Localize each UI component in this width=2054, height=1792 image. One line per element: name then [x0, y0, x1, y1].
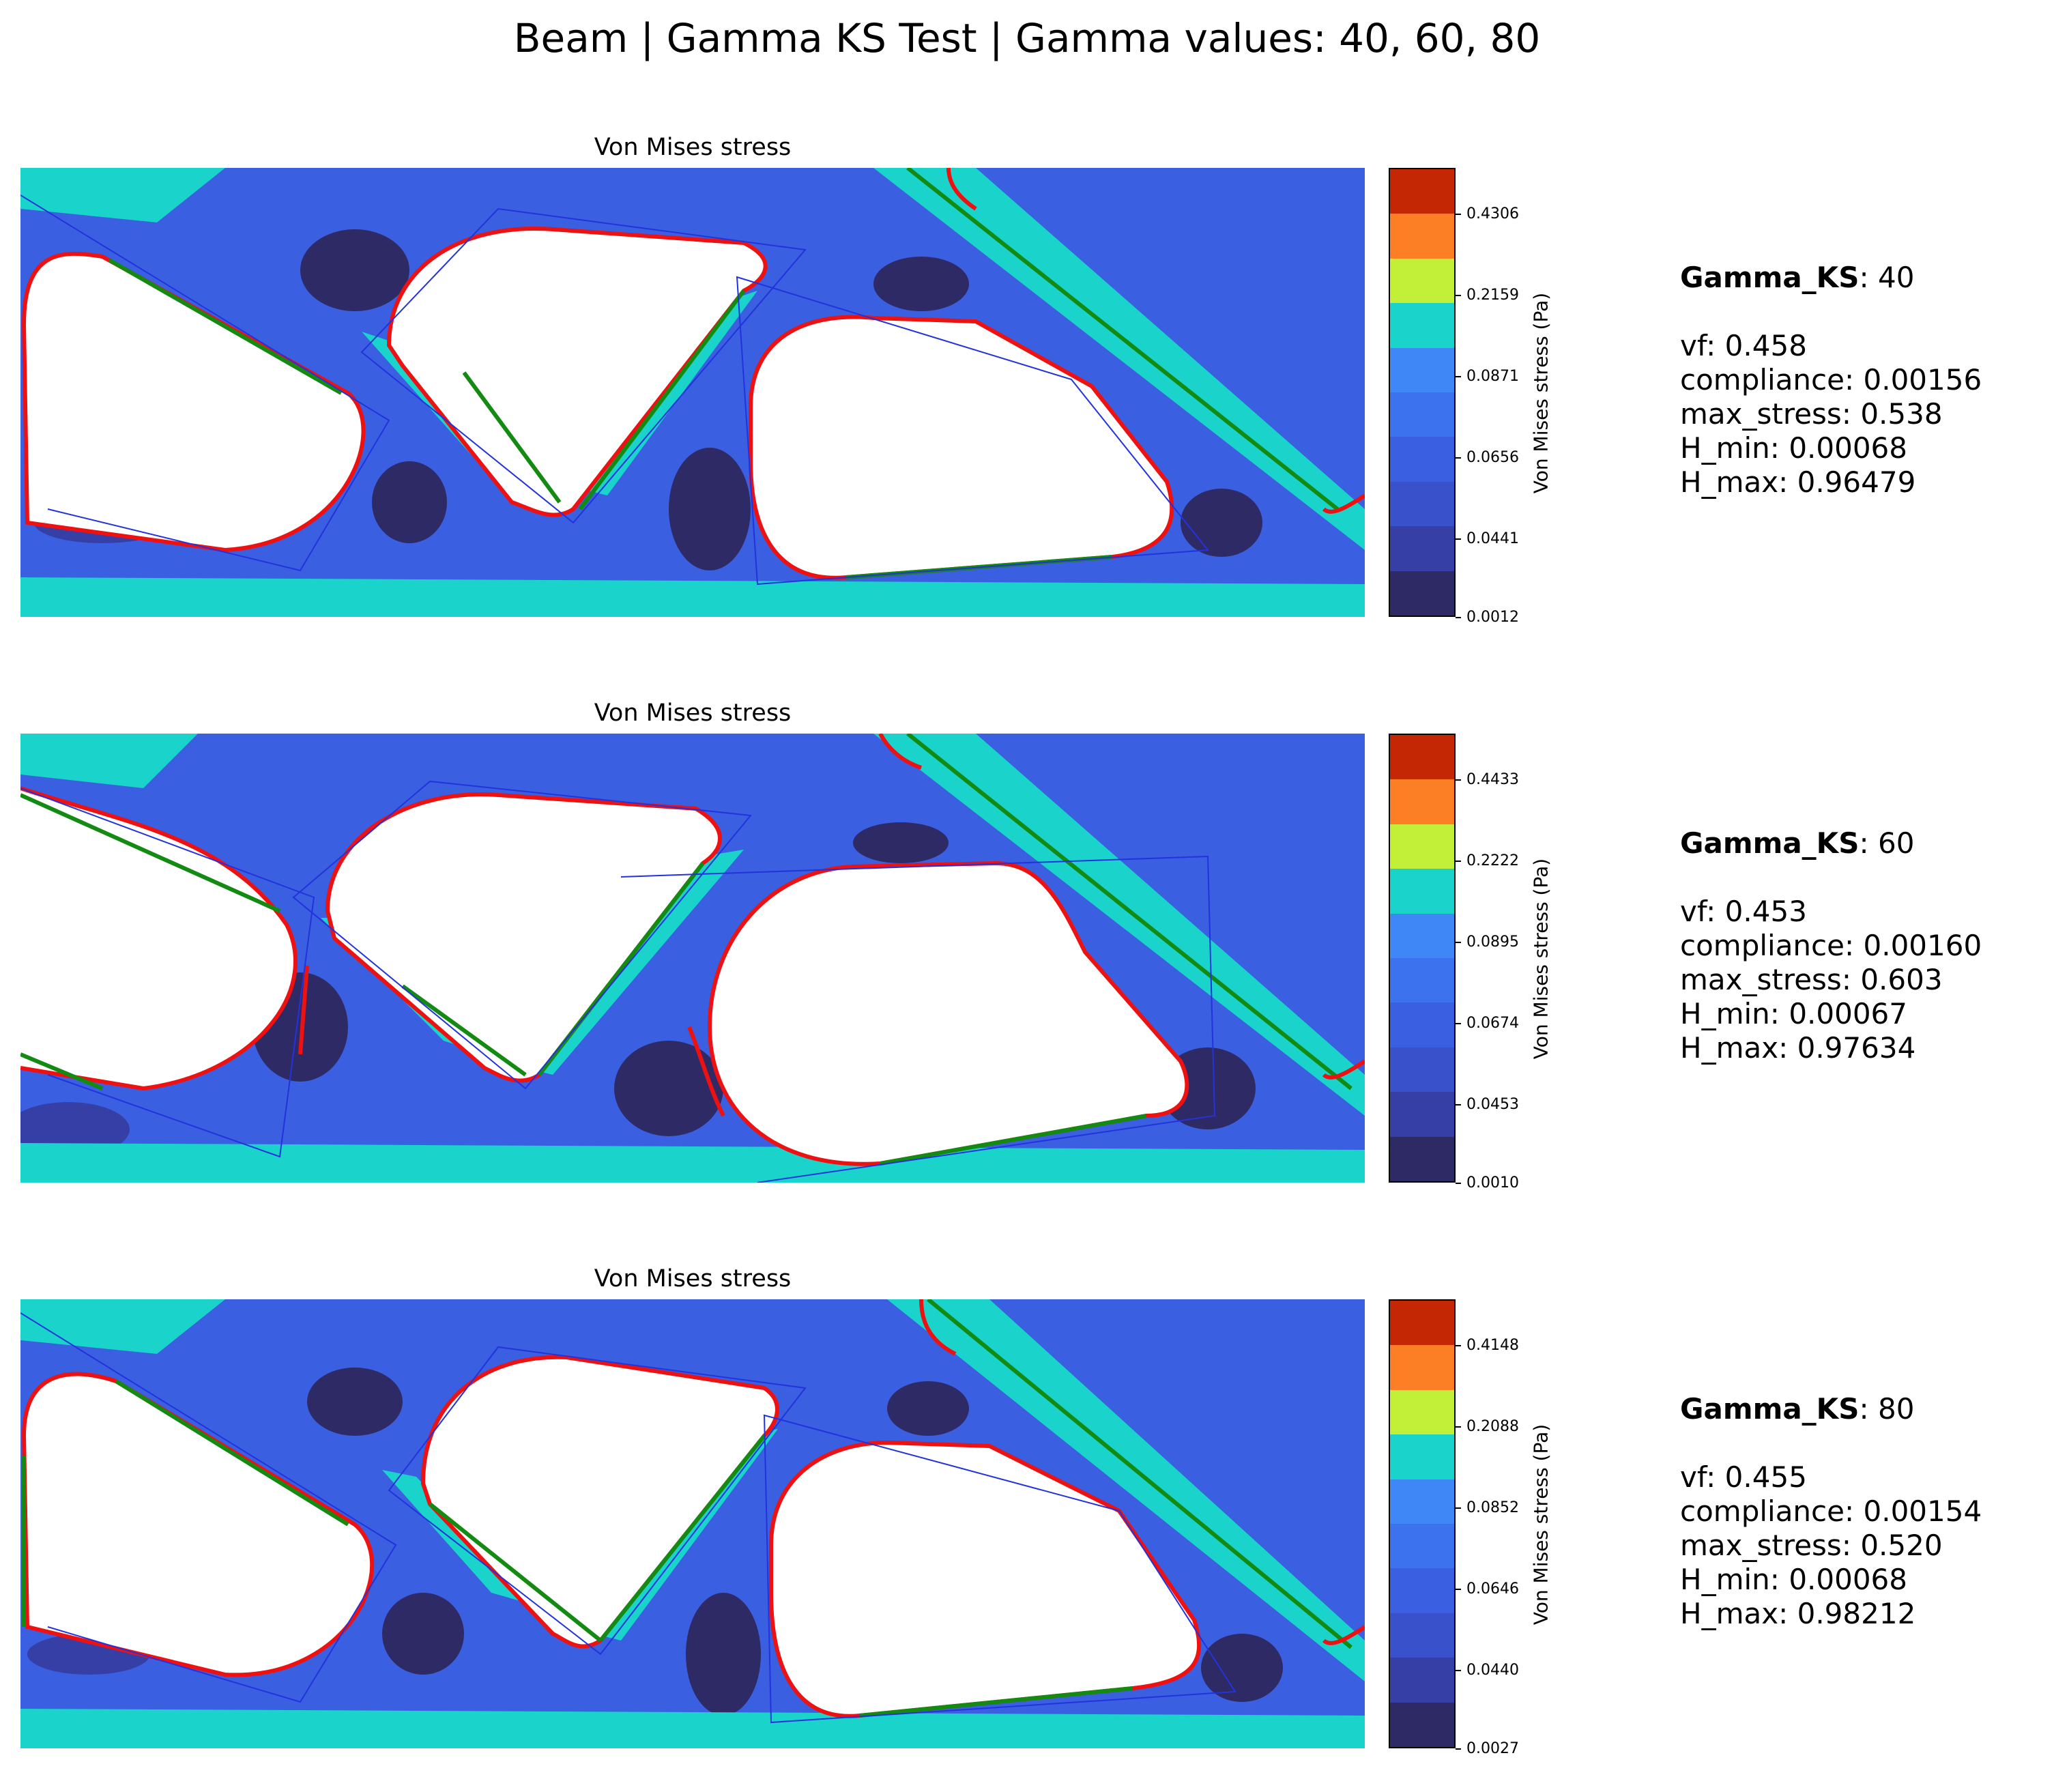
- metric-line: vf: 0.455: [1680, 1460, 1807, 1494]
- metric-line: vf: 0.453: [1680, 895, 1807, 928]
- metric-line: compliance: 0.00160: [1680, 929, 1982, 962]
- gamma-line: Gamma_KS: 40: [1680, 261, 1915, 294]
- colorbar-band: [1390, 824, 1454, 869]
- colorbar-tick: 0.4148: [1456, 1338, 1519, 1353]
- colorbar-tick: 0.0646: [1456, 1582, 1519, 1597]
- info-box: Gamma_KS: 80 vf: 0.455 compliance: 0.001…: [1680, 1392, 1982, 1631]
- colorbar-tick: 0.0440: [1456, 1663, 1519, 1678]
- colorbar-band: [1390, 913, 1454, 958]
- colorbar-band: [1390, 437, 1454, 482]
- colorbar: [1389, 1299, 1456, 1748]
- panel-2: Von Mises stress: [0, 699, 2054, 1191]
- metric-line: H_max: 0.96479: [1680, 465, 1916, 499]
- colorbar-tick: 0.2222: [1456, 854, 1519, 869]
- colorbar-band: [1390, 869, 1454, 914]
- colorbar-band: [1390, 303, 1454, 348]
- colorbar-band: [1390, 1389, 1454, 1435]
- colorbar-band: [1390, 1301, 1454, 1346]
- stress-field-plot: [20, 1299, 1365, 1748]
- colorbar-band: [1390, 1136, 1454, 1181]
- colorbar-tick: 0.0852: [1456, 1501, 1519, 1516]
- metric-line: compliance: 0.00154: [1680, 1494, 1982, 1528]
- colorbar-band: [1390, 1524, 1454, 1569]
- colorbar-band: [1390, 1479, 1454, 1524]
- colorbar-band: [1390, 779, 1454, 824]
- panel-title: Von Mises stress: [594, 699, 792, 727]
- colorbar-band: [1390, 481, 1454, 527]
- colorbar-band: [1390, 958, 1454, 1003]
- stress-field-svg: [20, 1299, 1365, 1748]
- colorbar-band: [1390, 1345, 1454, 1390]
- panel-title: Von Mises stress: [594, 134, 792, 161]
- colorbar-band: [1390, 1047, 1454, 1093]
- gamma-line: Gamma_KS: 80: [1680, 1392, 1915, 1426]
- colorbar-band: [1390, 570, 1454, 616]
- colorbar-tick: 0.4306: [1456, 207, 1519, 222]
- metric-line: compliance: 0.00156: [1680, 363, 1982, 396]
- colorbar-tick: 0.0010: [1456, 1176, 1519, 1191]
- colorbar-tick: 0.0012: [1456, 610, 1519, 625]
- colorbar-tick: 0.0027: [1456, 1742, 1519, 1757]
- metric-line: max_stress: 0.538: [1680, 397, 1943, 431]
- info-box: Gamma_KS: 40 vf: 0.458 compliance: 0.001…: [1680, 261, 1982, 500]
- colorbar-band: [1390, 1434, 1454, 1479]
- colorbar-band: [1390, 526, 1454, 571]
- metric-line: H_min: 0.00068: [1680, 431, 1907, 465]
- colorbar-band: [1390, 735, 1454, 780]
- colorbar-tick: 0.0871: [1456, 369, 1519, 384]
- colorbar-band: [1390, 169, 1454, 214]
- colorbar-tick: 0.0441: [1456, 532, 1519, 547]
- metric-line: max_stress: 0.603: [1680, 963, 1943, 996]
- colorbar-tick: 0.0895: [1456, 935, 1519, 950]
- colorbar: [1389, 734, 1456, 1183]
- stress-field-plot: [20, 168, 1365, 617]
- metric-line: vf: 0.458: [1680, 329, 1807, 362]
- figure-title: Beam | Gamma KS Test | Gamma values: 40,…: [513, 15, 1541, 61]
- colorbar-label: Von Mises stress (Pa): [1529, 292, 1552, 494]
- panel-1: Von Mises stress: [0, 134, 2054, 625]
- metric-line: H_max: 0.97634: [1680, 1031, 1916, 1065]
- metric-line: H_min: 0.00067: [1680, 997, 1907, 1030]
- metric-line: H_min: 0.00068: [1680, 1563, 1907, 1596]
- colorbar-band: [1390, 1092, 1454, 1137]
- stress-field-svg: [20, 734, 1365, 1183]
- colorbar-label: Von Mises stress (Pa): [1529, 1424, 1552, 1625]
- colorbar-band: [1390, 1702, 1454, 1747]
- metric-line: H_max: 0.98212: [1680, 1597, 1916, 1630]
- info-box: Gamma_KS: 60 vf: 0.453 compliance: 0.001…: [1680, 826, 1982, 1065]
- panel-3: Von Mises stress: [0, 1265, 2054, 1757]
- colorbar-band: [1390, 1002, 1454, 1047]
- panel-title: Von Mises stress: [594, 1265, 792, 1292]
- colorbar-label: Von Mises stress (Pa): [1529, 858, 1552, 1060]
- stress-field-plot: [20, 734, 1365, 1183]
- colorbar-tick: 0.0656: [1456, 450, 1519, 465]
- gamma-line: Gamma_KS: 60: [1680, 826, 1915, 860]
- colorbar: [1389, 168, 1456, 617]
- colorbar-band: [1390, 347, 1454, 392]
- colorbar-tick: 0.0453: [1456, 1097, 1519, 1112]
- colorbar-band: [1390, 392, 1454, 437]
- colorbar-band: [1390, 1568, 1454, 1613]
- metric-line: max_stress: 0.520: [1680, 1529, 1943, 1562]
- colorbar-tick: 0.2159: [1456, 288, 1519, 303]
- colorbar-band: [1390, 214, 1454, 259]
- colorbar-tick: 0.4433: [1456, 772, 1519, 787]
- colorbar-band: [1390, 258, 1454, 304]
- colorbar-tick: 0.2088: [1456, 1419, 1519, 1434]
- colorbar-tick: 0.0674: [1456, 1016, 1519, 1031]
- colorbar-band: [1390, 1658, 1454, 1703]
- stress-field-svg: [20, 168, 1365, 617]
- colorbar-band: [1390, 1613, 1454, 1658]
